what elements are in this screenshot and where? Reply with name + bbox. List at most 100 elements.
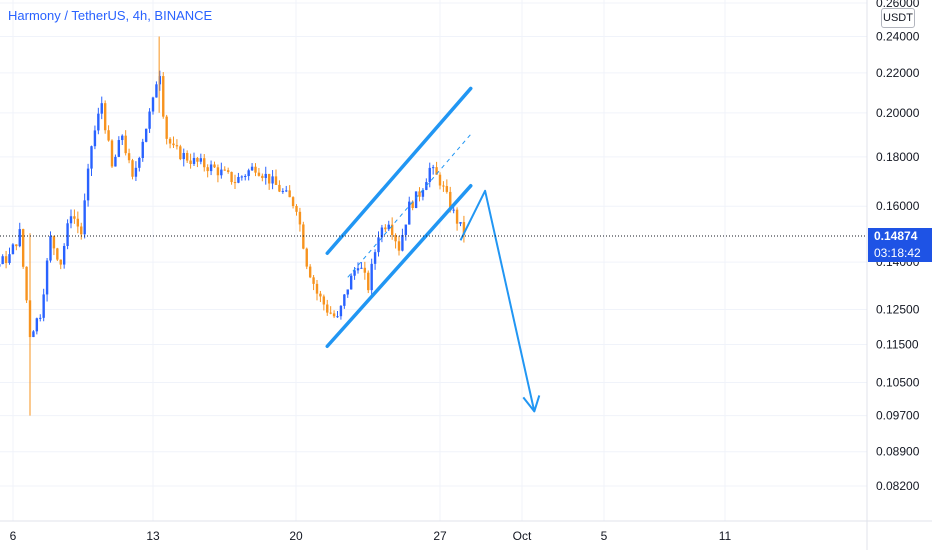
candle bbox=[49, 231, 52, 263]
candle-body bbox=[209, 164, 213, 172]
candle-body bbox=[349, 275, 353, 290]
candle bbox=[278, 180, 281, 193]
candle-body bbox=[32, 331, 35, 338]
candle-body bbox=[254, 166, 257, 173]
projection-arrowhead bbox=[522, 395, 541, 413]
candle bbox=[339, 305, 343, 320]
candle bbox=[394, 233, 397, 249]
price-tick-label: 0.22000 bbox=[876, 66, 920, 80]
candle-body bbox=[179, 146, 182, 160]
candle-body bbox=[329, 312, 332, 314]
candle bbox=[1, 254, 4, 265]
currency-unit-badge[interactable]: USDT bbox=[881, 8, 915, 28]
candle-body bbox=[199, 158, 203, 162]
candle-body bbox=[93, 130, 97, 147]
candle-body bbox=[394, 235, 397, 242]
candle-body bbox=[76, 218, 80, 227]
projection-path[interactable] bbox=[459, 189, 536, 412]
candle-body bbox=[319, 293, 322, 297]
candle bbox=[346, 289, 349, 298]
candle bbox=[175, 139, 179, 150]
candle bbox=[168, 137, 172, 149]
candle bbox=[83, 193, 86, 239]
candle-body bbox=[452, 209, 455, 211]
candle bbox=[8, 247, 11, 265]
candle-body bbox=[278, 184, 281, 192]
candle-body bbox=[397, 241, 401, 251]
candle-body bbox=[189, 160, 192, 164]
candle-body bbox=[442, 185, 445, 187]
candle-body bbox=[220, 169, 223, 176]
candle-body bbox=[462, 222, 466, 236]
candle bbox=[90, 145, 93, 176]
candle-body bbox=[35, 318, 39, 332]
candle bbox=[45, 258, 49, 302]
candle bbox=[373, 249, 377, 270]
price-tick-label: 0.26000 bbox=[876, 0, 920, 10]
candle bbox=[56, 247, 59, 262]
candle-body bbox=[449, 191, 452, 211]
candle bbox=[86, 163, 90, 207]
candle bbox=[363, 261, 367, 280]
candle bbox=[203, 154, 206, 172]
candle bbox=[42, 288, 45, 322]
candle-body bbox=[49, 236, 52, 261]
candle bbox=[216, 164, 220, 183]
candle bbox=[312, 274, 315, 291]
candle-body bbox=[86, 168, 90, 201]
candle bbox=[288, 185, 291, 198]
candle bbox=[107, 125, 110, 142]
candle bbox=[315, 280, 319, 301]
candle bbox=[141, 138, 144, 162]
candle-body bbox=[124, 135, 127, 154]
candle-body bbox=[196, 157, 199, 162]
candle-body bbox=[343, 294, 346, 306]
candle-body bbox=[8, 254, 11, 264]
candle bbox=[452, 207, 455, 214]
candle-body bbox=[332, 313, 336, 317]
candle-body bbox=[134, 167, 138, 177]
candle-body bbox=[274, 176, 278, 185]
candle-body bbox=[326, 304, 329, 313]
candle-body bbox=[271, 176, 274, 184]
time-tick-label: 11 bbox=[719, 529, 732, 543]
last-price-tag: 0.14874 03:18:42 bbox=[868, 228, 932, 262]
candle bbox=[404, 224, 408, 241]
candle bbox=[261, 173, 264, 182]
candle-body bbox=[172, 143, 175, 146]
candle bbox=[80, 222, 83, 240]
candle bbox=[401, 228, 404, 252]
candle bbox=[247, 168, 250, 181]
candle-body bbox=[302, 224, 305, 249]
price-tick-label: 0.16000 bbox=[876, 199, 920, 213]
candle-body bbox=[52, 236, 56, 249]
candle-body bbox=[305, 248, 308, 267]
candle-body bbox=[408, 201, 411, 225]
candle bbox=[349, 273, 353, 290]
channel-upper-line[interactable] bbox=[325, 86, 473, 255]
candle-body bbox=[18, 229, 21, 247]
candle bbox=[69, 209, 73, 229]
candle-body bbox=[370, 263, 373, 291]
candle-body bbox=[148, 111, 151, 129]
candle bbox=[76, 211, 80, 234]
candle bbox=[367, 270, 370, 294]
candle bbox=[332, 310, 336, 319]
candle bbox=[250, 163, 254, 171]
candle-body bbox=[56, 248, 59, 260]
candle bbox=[25, 266, 28, 304]
candle bbox=[151, 96, 155, 115]
candle-body bbox=[138, 157, 141, 168]
channel-lower-line[interactable] bbox=[325, 184, 473, 349]
candle-body bbox=[168, 138, 172, 144]
candle bbox=[285, 185, 288, 193]
candle bbox=[138, 156, 141, 172]
candle-body bbox=[131, 160, 134, 177]
candle bbox=[165, 114, 168, 145]
candle bbox=[442, 181, 445, 192]
candle-body bbox=[250, 166, 254, 171]
candle-body bbox=[267, 173, 271, 184]
candle-body bbox=[435, 167, 438, 175]
candle bbox=[455, 207, 459, 231]
